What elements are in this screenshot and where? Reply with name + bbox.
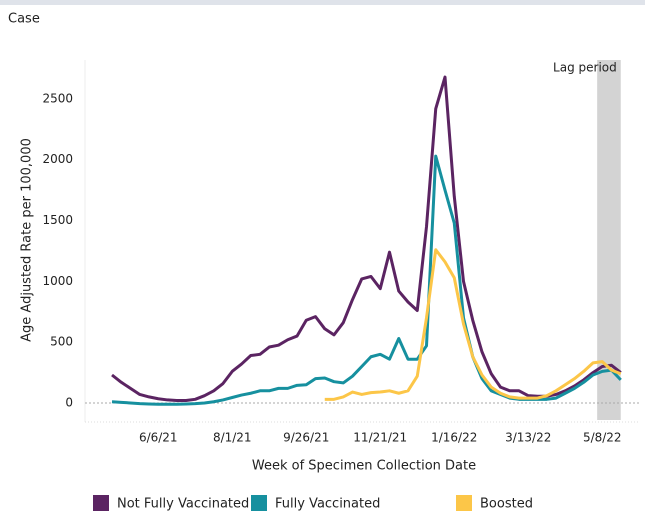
x-tick-label: 8/1/21 (213, 431, 252, 445)
series-line (111, 75, 622, 403)
top-bar (0, 0, 645, 5)
series-line (324, 248, 622, 401)
y-tick-label: 1500 (42, 213, 73, 227)
y-tick-label: 1000 (42, 274, 73, 288)
y-tick-label: 500 (50, 335, 73, 349)
lag-period (597, 60, 621, 420)
legend-text: Not Fully Vaccinated (117, 497, 249, 512)
legend-swatch (93, 495, 109, 511)
series-line (111, 154, 622, 406)
x-tick-label: 1/16/22 (431, 431, 477, 445)
x-tick-label: 9/26/21 (283, 431, 329, 445)
chart-title: Case (8, 12, 40, 27)
x-tick-label: 3/13/22 (505, 431, 551, 445)
y-axis-title: Age Adjusted Rate per 100,000 (20, 138, 35, 342)
x-tick-label: 11/21/21 (353, 431, 407, 445)
x-axis-title: Week of Specimen Collection Date (252, 459, 476, 474)
legend-text: Boosted (480, 497, 533, 512)
x-tick-label: 5/8/22 (583, 431, 622, 445)
legend-swatch (456, 495, 472, 511)
y-tick-label: 0 (65, 395, 73, 409)
legend-swatch (251, 495, 267, 511)
legend-text: Fully Vaccinated (275, 497, 380, 512)
annotation-label: Lag period (553, 61, 617, 75)
y-tick-label: 2500 (42, 91, 73, 105)
x-tick-label: 6/6/21 (139, 431, 178, 445)
y-tick-label: 2000 (42, 152, 73, 166)
